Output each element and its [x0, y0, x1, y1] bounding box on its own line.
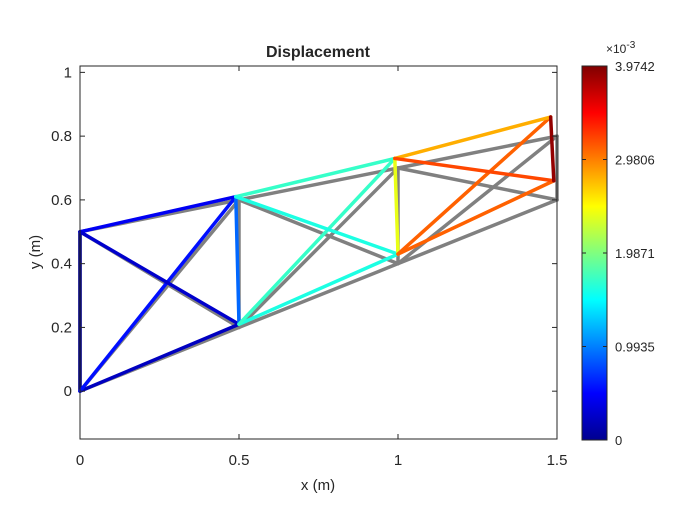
y-tick-label: 1: [64, 64, 72, 81]
colorbar-tick-label: 2.9806: [615, 153, 655, 168]
y-tick-label: 0.8: [51, 128, 72, 145]
x-tick-label: 0: [76, 452, 84, 469]
plot-area: [80, 66, 557, 439]
colorbar-tick-label: 3.9742: [615, 59, 655, 74]
deformed-member-15: [548, 115, 556, 183]
deformed-member-9: [234, 194, 400, 256]
deformed-member-7: [237, 156, 397, 326]
y-axis-label: y (m): [27, 235, 44, 269]
deformed-member-10: [393, 156, 400, 256]
deformed-member-2: [78, 194, 238, 393]
deformed-member-11: [396, 179, 556, 256]
deformed-member-12: [396, 115, 553, 256]
x-axis-label: x (m): [301, 477, 335, 494]
x-tick-label: 0.5: [229, 452, 250, 469]
deformed-member-1: [78, 322, 241, 393]
original-member-9: [237, 198, 400, 266]
deformed-member-4: [78, 230, 241, 326]
deformed-member-8: [234, 156, 397, 199]
y-tick-label: 0.4: [51, 256, 72, 273]
chart-title: Displacement: [266, 44, 371, 61]
colorbar-ticks: 0 0.9935 1.9871 2.9806 3.9742: [582, 59, 655, 448]
axes-box: [79, 65, 558, 440]
colorbar-exponent: ×10-3: [606, 40, 636, 56]
deformed-member-13: [393, 115, 553, 161]
x-axis-ticks: 0 0.5 1 1.5: [76, 66, 568, 469]
y-tick-label: 0.6: [51, 192, 72, 209]
deformed-structure: [78, 115, 556, 393]
x-tick-label: 1: [394, 452, 402, 469]
deformed-member-5: [234, 194, 241, 326]
deformed-member-14: [393, 156, 556, 183]
x-tick-label: 1.5: [547, 452, 568, 469]
colorbar-tick-label: 0.9935: [615, 340, 655, 355]
deformed-member-3: [78, 194, 238, 234]
y-tick-label: 0.2: [51, 319, 72, 336]
colorbar-exponent-base: ×10: [606, 42, 627, 56]
original-member-11: [396, 198, 559, 266]
colorbar-tick-label: 0: [615, 433, 622, 448]
colorbar-exponent-power: -3: [626, 40, 635, 51]
original-member-7: [237, 166, 400, 330]
original-member-8: [237, 166, 400, 202]
y-axis-ticks: 0 0.2 0.4 0.6 0.8 1: [51, 64, 557, 400]
y-tick-label: 0: [64, 383, 72, 400]
deformed-member-6: [237, 252, 400, 326]
colorbar-tick-label: 1.9871: [615, 246, 655, 261]
original-member-6: [237, 261, 400, 330]
